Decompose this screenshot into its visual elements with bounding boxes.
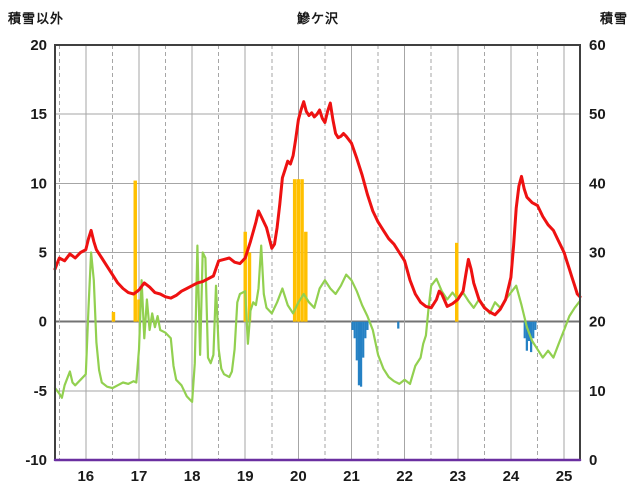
svg-text:18: 18 <box>184 468 201 485</box>
svg-text:22: 22 <box>396 468 413 485</box>
svg-text:30: 30 <box>589 245 606 262</box>
blue_bars <box>351 321 537 387</box>
right-axis-tick-labels: 60 50 40 30 20 10 0 <box>589 37 606 469</box>
left-axis-title: 積雪以外 <box>8 11 65 26</box>
svg-text:-10: -10 <box>25 452 47 469</box>
svg-text:40: 40 <box>589 175 606 192</box>
svg-text:60: 60 <box>589 37 606 54</box>
svg-text:24: 24 <box>503 468 520 485</box>
svg-text:5: 5 <box>39 245 47 262</box>
svg-text:10: 10 <box>30 175 47 192</box>
svg-text:0: 0 <box>39 314 47 331</box>
chart-title: 鰺ケ沢 <box>296 11 339 26</box>
svg-text:21: 21 <box>343 468 360 485</box>
orange_bars <box>111 179 459 322</box>
svg-text:23: 23 <box>449 468 466 485</box>
x-axis-tick-labels: 16 17 18 19 20 21 22 23 24 25 <box>77 468 572 485</box>
green_line <box>53 244 582 403</box>
svg-text:15: 15 <box>30 106 47 123</box>
red_line <box>53 100 582 317</box>
svg-text:16: 16 <box>77 468 94 485</box>
svg-text:25: 25 <box>556 468 573 485</box>
svg-text:20: 20 <box>290 468 307 485</box>
svg-text:20: 20 <box>589 314 606 331</box>
svg-text:0: 0 <box>589 452 597 469</box>
right-axis-title: 積雪 <box>599 11 628 26</box>
left-axis-tick-labels: 20 15 10 5 0 -5 -10 <box>25 37 47 469</box>
svg-text:-5: -5 <box>34 383 47 400</box>
svg-text:10: 10 <box>589 383 606 400</box>
svg-text:19: 19 <box>237 468 254 485</box>
svg-text:17: 17 <box>131 468 148 485</box>
svg-text:50: 50 <box>589 106 606 123</box>
svg-text:20: 20 <box>30 37 47 54</box>
